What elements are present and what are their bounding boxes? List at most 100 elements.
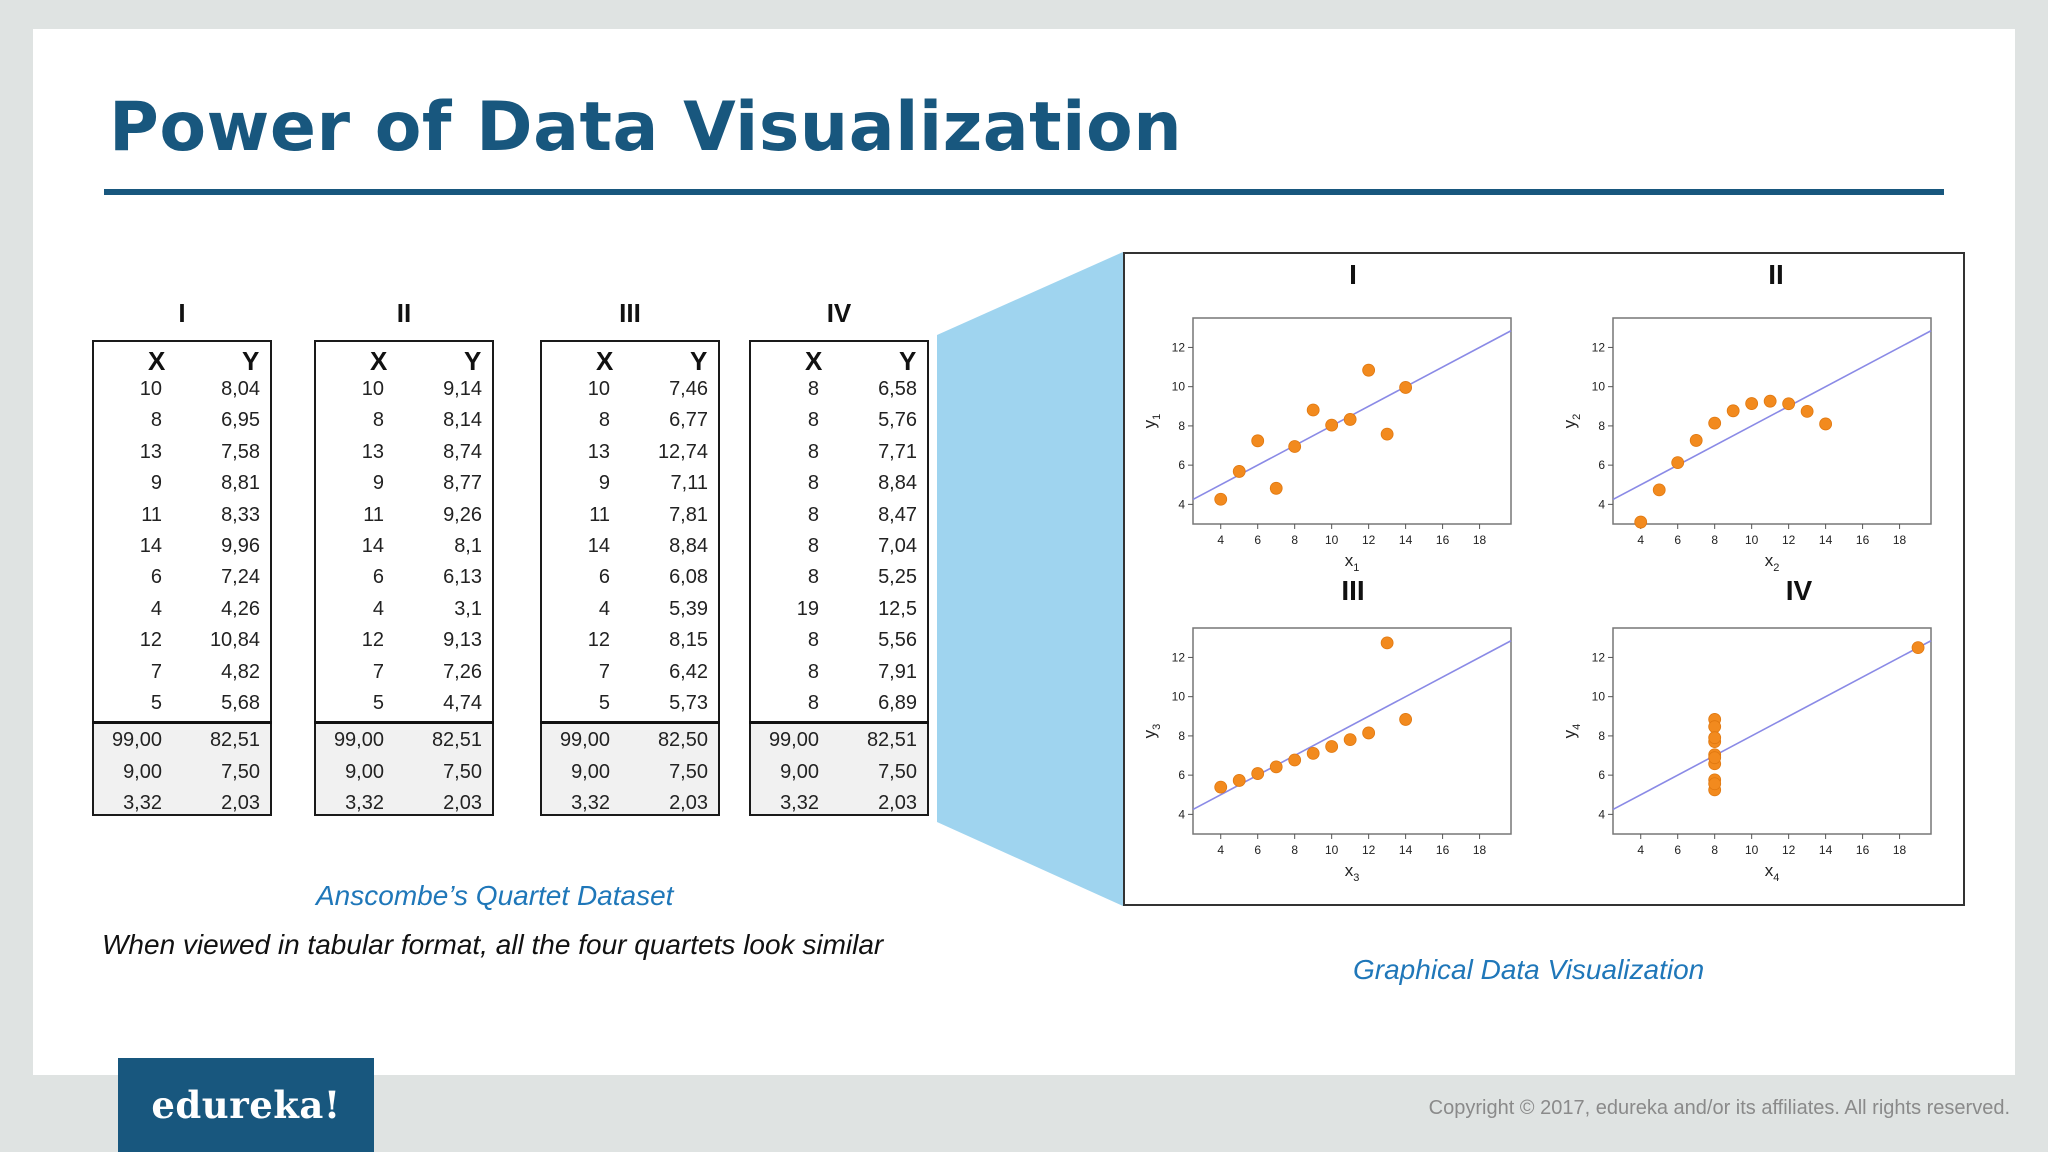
x-tick-label: 8 xyxy=(1711,533,1718,547)
column-header-x: X xyxy=(596,346,614,376)
viz-caption: Graphical Data Visualization xyxy=(1353,954,1705,985)
y-tick-label: 8 xyxy=(1598,419,1605,433)
table-cell: 5,56 xyxy=(878,629,917,652)
edureka-logo: edureka! xyxy=(118,1058,374,1152)
table-cell: 8 xyxy=(807,692,819,714)
table-cell: 6,58 xyxy=(878,378,917,400)
x-tick-label: 16 xyxy=(1436,843,1450,857)
data-point xyxy=(1726,404,1740,418)
data-point xyxy=(1399,713,1413,726)
table-cell: 8,15 xyxy=(669,629,708,652)
data-point xyxy=(1745,397,1759,410)
table-cell: 8,47 xyxy=(878,503,917,526)
data-point xyxy=(1652,483,1666,497)
y-axis-label: y2 xyxy=(1560,414,1583,429)
table-cell: 8,84 xyxy=(878,472,917,495)
y-tick-label: 12 xyxy=(1592,650,1606,664)
table-cell: 2,03 xyxy=(221,792,260,815)
table-cell: 5,76 xyxy=(878,409,917,432)
y-tick-label: 10 xyxy=(1172,380,1186,394)
summary-block xyxy=(316,723,492,814)
table-cell: 8 xyxy=(807,660,819,683)
data-point xyxy=(1325,740,1339,753)
table-cell: 4,82 xyxy=(221,660,260,683)
regression-line xyxy=(1192,640,1512,811)
table-cell: 8 xyxy=(807,535,819,557)
table-cell: 5,25 xyxy=(878,566,917,589)
table-cell: 12 xyxy=(587,629,610,652)
table-label: IV xyxy=(826,298,852,328)
table-cell: 8 xyxy=(372,409,384,432)
table-cell: 9,26 xyxy=(443,503,482,526)
summary-separator xyxy=(92,721,272,725)
y-axis-label: y4 xyxy=(1560,724,1583,739)
y-axis-label: y3 xyxy=(1140,724,1163,739)
table-label: III xyxy=(619,298,641,328)
regression-line xyxy=(1612,640,1932,811)
y-axis-label: y1 xyxy=(1140,414,1163,429)
data-point xyxy=(1288,440,1302,453)
column-header-x: X xyxy=(370,346,388,376)
table-cell: 13 xyxy=(139,440,162,463)
table-cell: 7,50 xyxy=(443,760,482,783)
table-cell: 8 xyxy=(807,566,819,589)
column-header-y: Y xyxy=(899,346,917,376)
x-tick-label: 14 xyxy=(1399,843,1413,857)
table-cell: 3,32 xyxy=(345,792,384,815)
table-cell: 9,14 xyxy=(443,378,482,400)
column-header-y: Y xyxy=(242,346,260,376)
table-cell: 14 xyxy=(139,535,162,557)
title-divider xyxy=(104,189,1944,195)
table-cell: 7,58 xyxy=(221,440,260,463)
y-tick-label: 6 xyxy=(1598,768,1605,782)
chart-title: III xyxy=(1341,575,1364,606)
table-cell: 14 xyxy=(361,535,384,557)
copyright-text: Copyright © 2017, edureka and/or its aff… xyxy=(1428,1097,2010,1119)
table-cell: 6,89 xyxy=(878,692,917,714)
data-point xyxy=(1708,731,1722,745)
x-tick-label: 14 xyxy=(1399,533,1413,547)
table-cell: 8,14 xyxy=(443,409,482,432)
table-cell: 8,74 xyxy=(443,440,482,463)
data-point xyxy=(1782,397,1796,411)
data-point xyxy=(1708,777,1722,791)
x-tick-label: 16 xyxy=(1856,533,1870,547)
table-cell: 2,03 xyxy=(669,792,708,815)
table-cell: 11 xyxy=(589,503,610,526)
table-cell: 8 xyxy=(807,472,819,495)
x-tick-label: 16 xyxy=(1856,843,1870,857)
x-tick-label: 18 xyxy=(1473,533,1487,547)
table-cell: 9,00 xyxy=(571,760,610,783)
dataset-caption: Anscombe’s Quartet Dataset xyxy=(316,880,674,911)
plot-frame xyxy=(1612,627,1932,835)
data-point xyxy=(1380,636,1394,650)
table-cell: 99,00 xyxy=(111,729,162,752)
table-cell: 7,24 xyxy=(221,566,260,589)
data-point xyxy=(1763,394,1777,408)
summary-block xyxy=(542,723,718,814)
table-cell: 99,00 xyxy=(768,729,819,752)
table-cell: 82,51 xyxy=(866,729,917,752)
table-cell: 99,00 xyxy=(559,729,610,752)
table-cell: 7,71 xyxy=(878,440,917,463)
data-point xyxy=(1251,767,1265,780)
table-cell: 3,32 xyxy=(123,792,162,815)
table-cell: 6 xyxy=(372,566,384,589)
table-cell: 3,32 xyxy=(780,792,819,815)
column-header-y: Y xyxy=(464,346,482,376)
x-tick-label: 12 xyxy=(1362,533,1376,547)
data-point xyxy=(1232,774,1246,787)
table-cell: 7 xyxy=(150,660,162,683)
summary-block xyxy=(94,723,270,814)
chart-title: IV xyxy=(1786,575,1813,606)
table-cell: 7 xyxy=(372,660,384,683)
table-cell: 12 xyxy=(139,629,162,652)
table-cell: 3,1 xyxy=(454,597,482,620)
table-cell: 8,04 xyxy=(221,378,260,400)
table-cell: 8,84 xyxy=(669,535,708,557)
y-tick-label: 6 xyxy=(1178,458,1185,472)
logo-text: edureka! xyxy=(151,1083,341,1127)
y-tick-label: 4 xyxy=(1178,807,1185,821)
table-cell: 5 xyxy=(372,692,384,714)
